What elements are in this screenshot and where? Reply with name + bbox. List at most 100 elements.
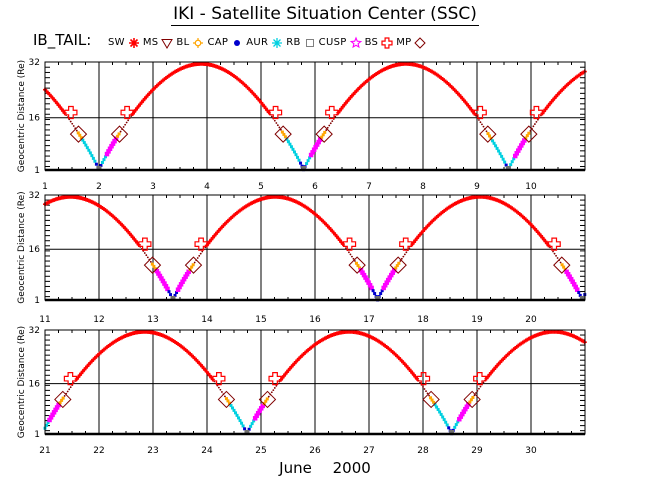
x-tick-label: 18 (417, 315, 429, 325)
data-point-region (503, 160, 507, 164)
data-point-ms (481, 123, 483, 126)
data-point-region (47, 417, 52, 423)
data-point-ms (405, 251, 408, 254)
x-tick-label: 12 (93, 315, 104, 325)
data-point-region (442, 418, 446, 422)
data-point-region (249, 424, 253, 428)
data-point-region (255, 410, 261, 416)
legend-marker (234, 40, 241, 46)
data-point-region (60, 398, 64, 402)
magnetopause-marker (110, 125, 129, 143)
data-point-region (320, 135, 324, 139)
data-point-region (573, 284, 578, 290)
y-tick-label: 32 (29, 191, 40, 201)
data-point-region (522, 138, 527, 143)
y-tick-label: 32 (29, 326, 40, 336)
data-point-region (433, 403, 437, 407)
data-point-region (356, 264, 360, 268)
x-tick-label: 16 (309, 315, 321, 325)
data-point-region (154, 268, 160, 274)
legend-item-bl: BL (176, 35, 205, 49)
data-point-ms (122, 126, 125, 128)
x-tick-label: 25 (255, 446, 266, 456)
data-point-region (463, 406, 468, 412)
legend-text: CUSP (318, 36, 347, 48)
data-point-region (397, 261, 401, 265)
x-tick-label: 3 (150, 182, 156, 192)
data-point-ms (221, 391, 223, 393)
data-point-region (562, 265, 566, 269)
data-point-region (247, 427, 251, 431)
data-point-region (509, 163, 513, 167)
bow-shock-marker (416, 372, 431, 386)
data-point-region (160, 278, 166, 284)
data-point-region (283, 135, 287, 139)
data-point-region (232, 408, 236, 412)
bow-shock-marker (268, 105, 283, 120)
asterisk-icon (272, 38, 283, 48)
data-point-ms (553, 252, 556, 255)
data-point-region (435, 405, 439, 409)
data-point-region (504, 163, 508, 167)
legend-text: BS (364, 36, 379, 48)
data-point-region (99, 164, 103, 168)
data-point-region (235, 413, 239, 417)
x-tick-label: 10 (525, 182, 537, 192)
data-point-ms (422, 386, 424, 388)
x-tick-label: 30 (525, 446, 537, 456)
data-point-region (454, 423, 458, 427)
x-tick-label: 26 (309, 446, 321, 456)
data-point-ms (426, 392, 429, 395)
bow-shock-marker (473, 372, 487, 386)
data-point-ms (125, 121, 128, 124)
legend-marker (161, 39, 174, 49)
data-point-region (50, 412, 55, 418)
bow-shock-marker (194, 237, 208, 251)
x-tick-label: 28 (417, 446, 429, 456)
data-point-ms (326, 126, 329, 129)
data-point-region (519, 143, 524, 148)
data-point-ms (402, 255, 405, 258)
legend-item-cusp: CUSP (319, 35, 363, 49)
data-point-region (117, 132, 121, 136)
data-point-region (79, 136, 83, 140)
data-point-region (250, 422, 254, 426)
data-point-region (54, 405, 60, 410)
legend-marker (305, 39, 314, 47)
data-point-region (94, 162, 98, 166)
data-point-region (237, 416, 241, 420)
bow-shock-marker (529, 105, 543, 120)
magnetopause-marker (184, 256, 203, 274)
data-point-ms (68, 388, 71, 391)
data-point-region (306, 159, 310, 163)
data-point-region (286, 140, 290, 144)
data-point-ms (556, 257, 559, 259)
data-point-region (102, 158, 106, 162)
data-point-ms (146, 256, 149, 259)
data-point-region (464, 404, 470, 410)
bow-shock-marker (399, 237, 413, 251)
data-point-region (373, 292, 377, 296)
data-point-ms (149, 260, 152, 263)
data-point-region (234, 411, 238, 415)
x-tick-label: 5 (258, 182, 264, 192)
data-point-region (382, 283, 388, 288)
data-point-region (173, 293, 177, 297)
y-tick-label: 16 (29, 114, 41, 124)
data-point-ms (63, 394, 66, 397)
y-tick-label: 16 (29, 380, 41, 390)
data-point-region (497, 149, 501, 153)
data-point-region (264, 399, 268, 403)
x-tick-label: 11 (39, 315, 50, 325)
x-tick-label: 8 (420, 182, 426, 192)
data-point-ms (72, 125, 75, 127)
data-point-region (291, 147, 295, 151)
data-point-region (387, 275, 392, 280)
data-point-region (224, 397, 228, 401)
data-point-region (354, 261, 358, 265)
data-point-region (574, 287, 580, 292)
data-point-region (258, 406, 264, 411)
data-point-region (159, 276, 164, 281)
